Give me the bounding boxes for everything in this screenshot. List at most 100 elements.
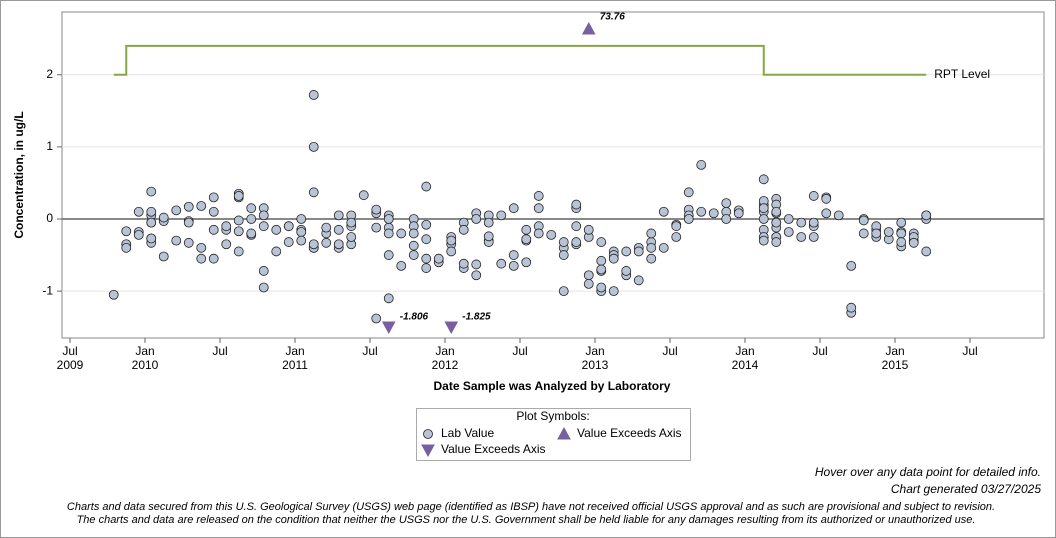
legend-label: Value Exceeds Axis [441,442,546,456]
data-point [333,239,344,250]
data-point [496,210,507,221]
data-point [521,257,532,268]
x-axis-label: Date Sample was Analyzed by Laboratory [434,379,671,393]
data-point [183,217,194,228]
data-point [696,160,707,170]
data-point [908,237,919,248]
data-point [896,237,907,247]
data-point [521,234,532,245]
data-point [321,222,332,233]
data-point [421,263,432,273]
data-point [108,289,119,300]
data-point [596,264,607,275]
data-point [183,201,194,212]
data-point [821,208,832,219]
y-axis-label: Concentration, in ug/L [12,111,26,238]
data-point [621,246,632,257]
data-point [883,227,894,237]
data-point [558,250,569,260]
data-point [633,246,644,257]
data-point [833,210,844,221]
legend-symbol [423,429,433,439]
x-tick-year: 2015 [882,358,909,372]
y-tick-label: 2 [46,67,53,81]
data-point [221,221,232,232]
y-tick-label: 0 [46,211,53,225]
data-point [233,226,244,237]
exceed-marker [381,321,396,335]
x-tick-label: Jan [135,344,154,358]
legend-symbol [421,444,435,458]
data-point [333,224,344,235]
legend-title: Plot Symbols: [516,409,589,423]
x-tick-year: 2012 [432,358,459,372]
data-point [408,250,419,260]
data-point [433,253,444,264]
data-point [546,229,557,240]
data-point [808,232,819,242]
data-point [683,214,694,224]
x-tick-label: Jan [285,344,304,358]
data-point [146,217,157,228]
data-point [196,253,207,264]
data-point [583,279,594,289]
data-point [158,251,169,262]
data-point [508,260,519,271]
data-point [383,293,394,304]
data-point [371,222,382,233]
data-point [758,174,769,185]
rpt-label: RPT Level [934,67,990,81]
data-point [308,141,319,152]
data-point [446,235,457,246]
data-point [258,221,269,232]
data-point [233,191,244,201]
data-point [808,191,819,201]
data-point [408,240,419,251]
legend-label: Value Exceeds Axis [577,426,682,440]
data-point [171,235,182,246]
data-point [346,232,357,242]
data-point [758,203,769,214]
data-point [846,302,857,313]
data-point [308,239,319,250]
data-point [296,235,307,246]
data-point [708,208,719,219]
data-point [283,237,294,247]
x-tick-label: Jan [435,344,454,358]
data-point [633,275,644,286]
note: Chart generated 03/27/2025 [891,482,1041,496]
data-point [671,232,682,242]
data-point [396,228,407,239]
data-point [758,214,769,224]
data-point [683,187,694,198]
note: Hover over any data point for detailed i… [815,465,1041,479]
data-point [246,228,257,239]
data-point [533,228,544,239]
x-tick-label: Jul [662,344,677,358]
data-point [721,214,732,224]
data-point [271,246,282,257]
x-tick-label: Jul [212,344,227,358]
legend-label: Lab Value [441,426,494,440]
data-point [771,217,782,228]
data-point [421,234,432,245]
legend-box [416,408,691,461]
data-point [758,235,769,246]
data-point [858,228,869,239]
exceed-marker [444,321,459,335]
data-point [271,224,282,235]
data-point [258,210,269,221]
data-point [133,206,144,217]
data-point [308,187,319,198]
data-point [571,237,582,247]
x-tick-label: Jul [62,344,77,358]
data-point [508,203,519,214]
data-point [458,224,469,235]
exceed-label: -1.825 [462,312,491,323]
data-point [296,214,307,224]
data-point [233,215,244,226]
data-point [608,286,619,297]
data-point [421,253,432,264]
data-point [483,231,494,242]
x-tick-year: 2014 [732,358,759,372]
